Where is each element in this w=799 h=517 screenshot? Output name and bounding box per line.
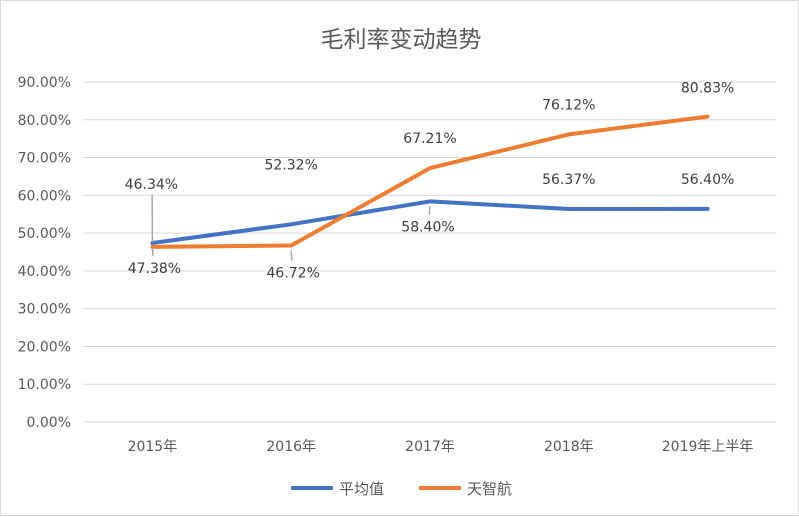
x-tick-label: 2019年上半年: [662, 439, 754, 455]
leader-line: [429, 206, 430, 214]
data-label: 58.40%: [401, 219, 454, 235]
y-tick-label: 70.00%: [18, 151, 71, 167]
x-tick-label: 2016年: [266, 439, 316, 455]
data-labels: 47.38% 52.32% 58.40% 56.37% 56.40% 46.34% 46.7…: [125, 81, 735, 282]
x-tick-label: 2018年: [544, 439, 594, 455]
data-label: 47.38%: [128, 261, 181, 277]
y-axis-tick-labels: 0.00% 10.00% 20.00% 30.00% 40.00% 50.00% 60.00…: [18, 75, 71, 431]
legend: 平均值 天智航: [291, 480, 512, 498]
data-label: 46.34%: [125, 177, 178, 193]
data-label: 46.72%: [267, 266, 320, 282]
data-label: 67.21%: [403, 131, 456, 147]
x-axis-tick-labels: 2015年 2016年 2017年 2018年 2019年上半年: [128, 439, 754, 455]
data-label: 56.40%: [681, 172, 734, 188]
data-label: 56.37%: [542, 172, 595, 188]
legend-label: 平均值: [339, 480, 384, 498]
chart-title: 毛利率变动趋势: [321, 27, 482, 53]
y-tick-label: 10.00%: [18, 377, 71, 393]
legend-label: 天智航: [467, 480, 512, 498]
x-tick-label: 2017年: [405, 439, 455, 455]
y-tick-label: 90.00%: [18, 75, 71, 91]
y-tick-label: 0.00%: [27, 415, 71, 431]
x-tick-label: 2015年: [128, 439, 178, 455]
y-tick-label: 80.00%: [18, 113, 71, 129]
leader-line: [152, 248, 153, 256]
data-label: 76.12%: [542, 97, 595, 113]
data-label: 52.32%: [265, 157, 318, 173]
y-tick-label: 40.00%: [18, 264, 71, 280]
y-tick-label: 30.00%: [18, 302, 71, 318]
y-tick-label: 50.00%: [18, 226, 71, 242]
data-label: 80.83%: [681, 81, 734, 97]
y-tick-label: 60.00%: [18, 188, 71, 204]
leader-line: [291, 251, 292, 261]
y-tick-label: 20.00%: [18, 339, 71, 355]
